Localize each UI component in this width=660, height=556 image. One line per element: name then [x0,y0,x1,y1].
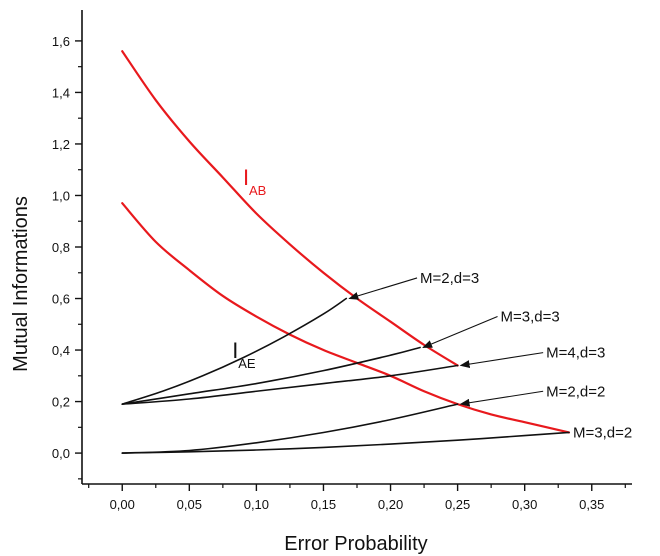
iae-curve [121,346,421,405]
x-tick-label: 0,35 [579,497,604,512]
y-tick-label: 1,2 [52,137,70,152]
y-tick-label: 1,0 [52,188,70,203]
y-tick-label: 1,6 [52,34,70,49]
plot-area [121,50,571,454]
annotation-arrow [348,277,418,300]
y-tick-label: 0,0 [52,446,70,461]
annotation-label: M=4,d=3 [546,345,605,362]
iab-label: I [243,165,249,190]
x-tick-label: 0,20 [378,497,403,512]
x-axis-title: Error Probability [284,533,427,555]
x-tick-label: 0,00 [110,497,135,512]
annotation-arrow [459,390,544,407]
iae-curve [121,364,459,405]
y-axis-title: Mutual Informations [10,196,32,372]
annotations: M=2,d=3M=3,d=3M=4,d=3M=2,d=2M=3,d=2IABIA… [232,165,632,441]
y-tick-label: 0,6 [52,292,70,307]
axes: 0,00 0,05 0,10 0,15 0,20 0,25 0,30 0,35 0,0 0,2 0,… [52,10,632,512]
annotation-arrow [459,352,544,369]
iab-curve [121,50,459,367]
annotation-label: M=2,d=2 [546,383,605,400]
y-tick-label: 0,8 [52,240,70,255]
iae-label: I [232,338,238,363]
x-tick-label: 0,15 [311,497,336,512]
y-tick-label: 0,4 [52,343,70,358]
iab-curve [121,202,571,434]
annotation-label: M=3,d=2 [573,424,632,441]
iab-label-subscript: AB [249,183,266,198]
y-tick-label: 1,4 [52,85,70,100]
x-tick-label: 0,30 [512,497,537,512]
iae-label-subscript: AE [238,356,256,371]
x-tick-label: 0,10 [244,497,269,512]
iae-curve [121,297,348,405]
annotation-arrow [422,316,498,348]
annotation-label: M=2,d=3 [420,270,479,287]
x-tick-label: 0,05 [177,497,202,512]
annotation-label: M=3,d=3 [501,309,560,326]
iae-curve [121,403,459,454]
x-tick-label: 0,25 [445,497,470,512]
iae-curve [121,431,570,454]
y-tick-label: 0,2 [52,395,70,410]
